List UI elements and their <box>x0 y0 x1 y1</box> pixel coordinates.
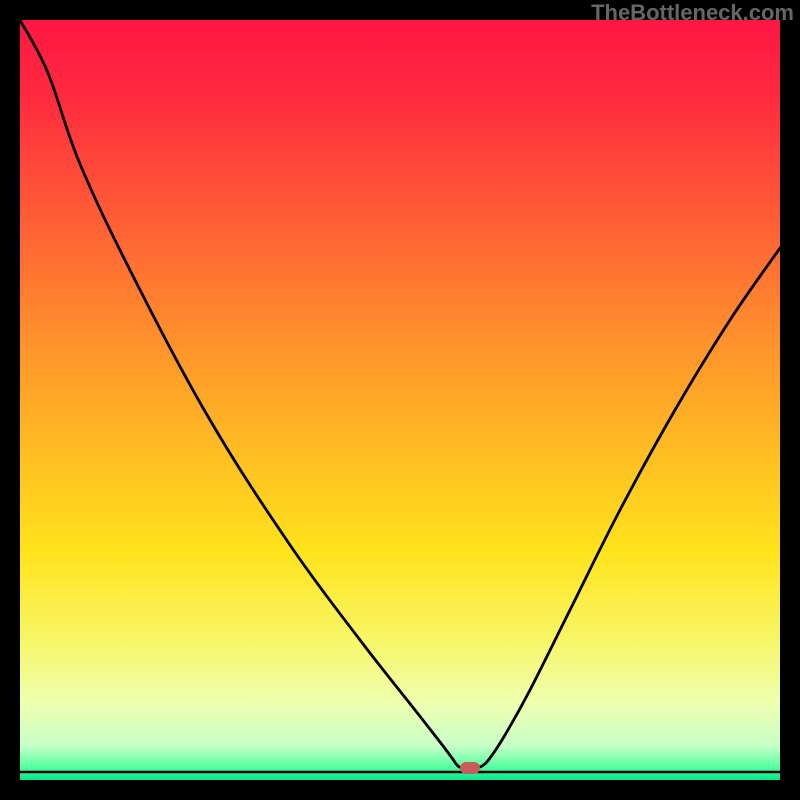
plot-area <box>20 20 780 780</box>
gradient-background <box>20 20 780 780</box>
optimal-marker <box>460 762 480 774</box>
chart-svg <box>20 20 780 780</box>
chart-frame: TheBottleneck.com <box>0 0 800 800</box>
